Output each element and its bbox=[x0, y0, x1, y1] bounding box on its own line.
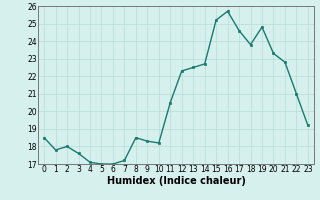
X-axis label: Humidex (Indice chaleur): Humidex (Indice chaleur) bbox=[107, 176, 245, 186]
